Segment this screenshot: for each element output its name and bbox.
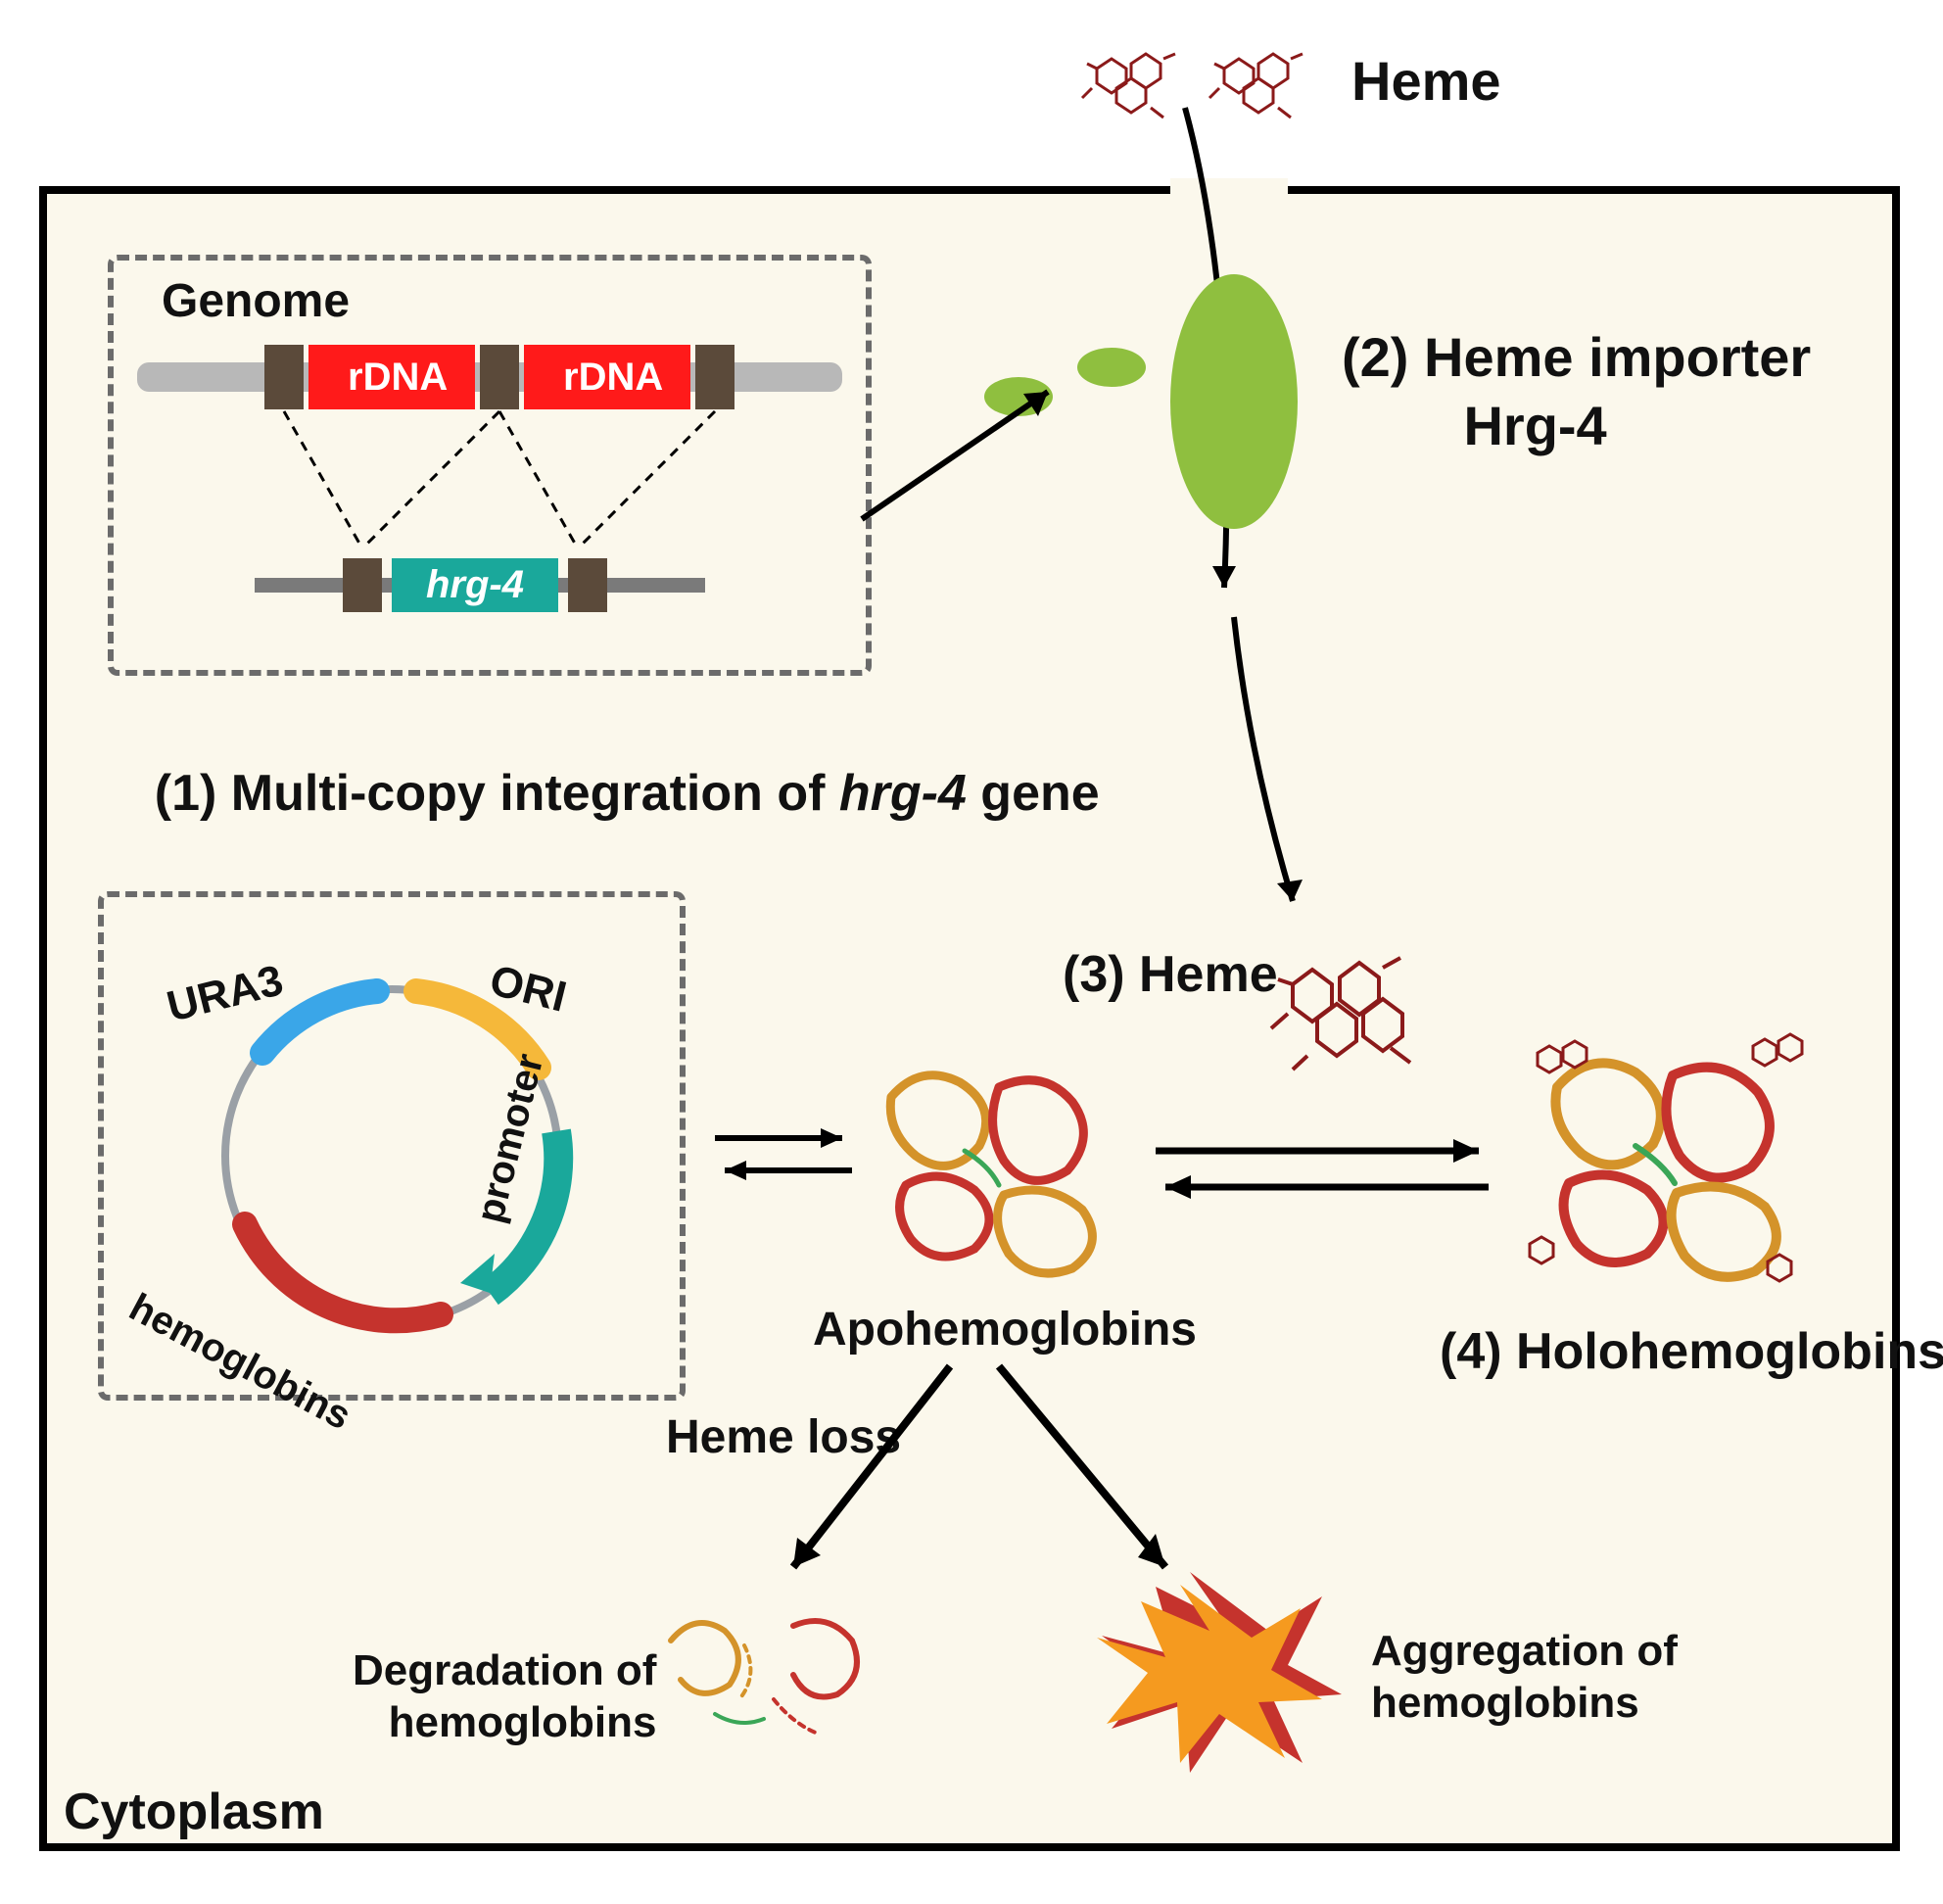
svg-text:rDNA: rDNA — [563, 356, 663, 399]
apohemoglobin-icon — [852, 1038, 1126, 1293]
heme-cytoplasm-icon — [1254, 930, 1449, 1087]
arrow-apo-to-degradation — [764, 1352, 989, 1596]
arrow-apo-to-aggregation — [979, 1352, 1205, 1596]
cytoplasm-label: Cytoplasm — [64, 1783, 324, 1841]
equilibrium-apo-holo — [1146, 1126, 1498, 1214]
diagram-canvas: Heme (2) Heme importer Hrg-4 Genome rDNA… — [0, 0, 1943, 1904]
integration-dashed-lines — [137, 402, 842, 568]
heme-importer-icon — [1156, 264, 1312, 539]
degradation-label: Degradation of hemoglobins — [353, 1645, 656, 1749]
step3-label: (3) Heme — [1063, 945, 1278, 1004]
degraded-hemoglobin-icon — [646, 1587, 901, 1763]
step4-label: (4) Holohemoglobins — [1440, 1322, 1943, 1381]
arrow-genome-to-importer — [852, 372, 1087, 548]
heme-outside-label: Heme — [1351, 49, 1501, 113]
svg-text:hrg-4: hrg-4 — [426, 563, 524, 606]
genome-label: Genome — [162, 274, 350, 328]
holohemoglobin-icon — [1508, 1019, 1822, 1312]
step2-label: (2) Heme importer Hrg-4 — [1342, 323, 1811, 460]
apohemoglobin-label: Apohemoglobins — [813, 1303, 1197, 1357]
equilibrium-plasmid-apo — [705, 1117, 862, 1195]
aggregated-hemoglobin-icon — [1097, 1567, 1351, 1783]
aggregation-label: Aggregation of hemoglobins — [1371, 1626, 1678, 1730]
step1-label: (1) Multi-copy integration of hrg-4 gene — [98, 705, 1100, 881]
arrow-importer-to-heme — [1214, 607, 1351, 930]
svg-text:rDNA: rDNA — [348, 356, 448, 399]
